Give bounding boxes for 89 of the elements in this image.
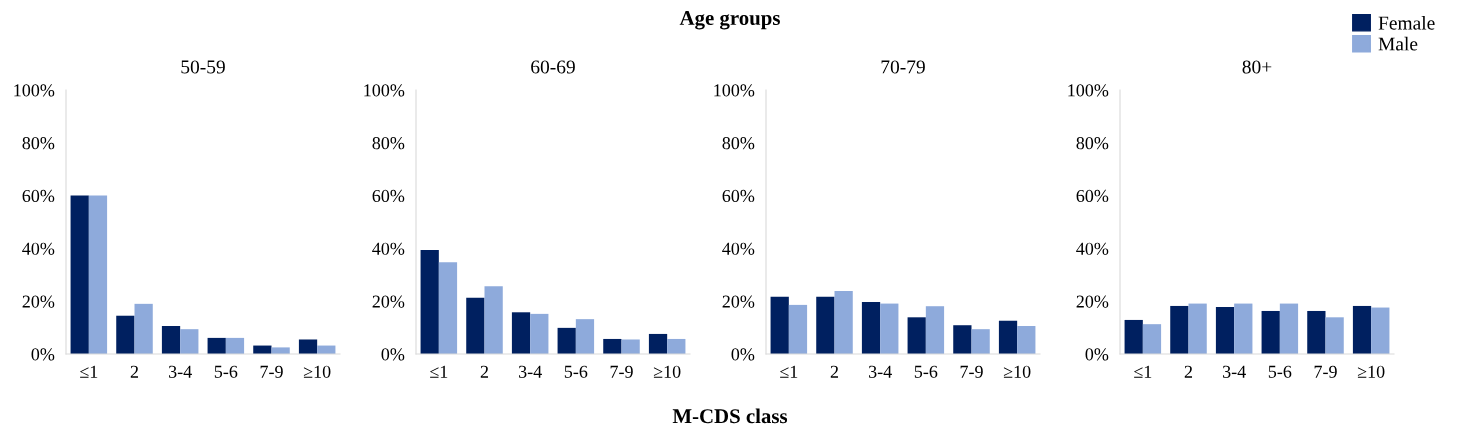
text: Age groups [679, 11, 780, 30]
bar [88, 195, 108, 354]
y-tick-label: 0% [731, 348, 755, 361]
bar [621, 339, 640, 354]
x-tick-label: ≥10 [1357, 365, 1385, 378]
bar [161, 326, 181, 354]
bar [298, 339, 318, 354]
x-tick-label: ≥10 [653, 365, 681, 378]
x-tick-label: 5-6 [214, 365, 238, 378]
x-tick-label: 2 [130, 365, 139, 378]
bar [1279, 303, 1299, 354]
x-tick-label: 7-9 [610, 365, 633, 378]
x-tick-label: 2 [1184, 365, 1193, 378]
bar [1352, 305, 1372, 354]
y-tick-label: 40% [1076, 242, 1109, 255]
bar [1215, 307, 1235, 354]
y-tick-label: 20% [1076, 295, 1109, 308]
x-tick-label: 3-4 [519, 365, 542, 378]
x-tick-label: ≥10 [1003, 365, 1031, 378]
x-tick-label: ≤1 [80, 365, 98, 378]
bar [1124, 319, 1143, 354]
bar [225, 337, 245, 354]
y-tick-label: 60% [22, 189, 55, 203]
bar [207, 337, 226, 354]
y-tick-label: 100% [1068, 84, 1109, 97]
x-tick-label: 3-4 [869, 365, 892, 378]
x-tick-label: 5-6 [564, 365, 588, 378]
y-tick-label: 80% [1076, 137, 1109, 150]
chart-title: 70-79 [881, 60, 925, 74]
x-tick-label: 3-4 [1223, 365, 1246, 378]
y-tick-label: 40% [372, 242, 405, 255]
y-tick-label: 40% [22, 242, 55, 255]
chart-title: 50-59 [181, 60, 225, 74]
bar [511, 312, 531, 354]
y-tick-label: 20% [372, 295, 405, 308]
y-tick-label: 80% [22, 137, 55, 150]
bar [438, 262, 458, 354]
x-tick-label: 5-6 [914, 365, 938, 378]
y-tick-label: 80% [372, 137, 405, 150]
bar [603, 338, 622, 354]
legend-label: Male [1378, 36, 1418, 51]
bar [484, 286, 503, 354]
x-tick-label: ≤1 [780, 365, 798, 378]
bar [575, 319, 595, 354]
bar [1142, 324, 1162, 354]
chart-title: 60-69 [531, 60, 575, 74]
x-tick-label: 7-9 [1314, 365, 1337, 378]
bar [420, 249, 439, 354]
y-tick-label: 20% [722, 295, 755, 308]
bar [1325, 317, 1344, 354]
bar [667, 338, 686, 354]
bar [70, 195, 89, 354]
bar [116, 315, 135, 354]
y-tick-label: 0% [1085, 348, 1109, 361]
bar [180, 329, 199, 354]
bar [1188, 303, 1207, 354]
bar [1307, 310, 1326, 354]
y-tick-label: 60% [372, 189, 405, 203]
bar [1261, 310, 1280, 354]
y-tick-label: 0% [381, 348, 405, 361]
y-tick-label: 100% [14, 84, 55, 97]
x-tick-label: 3-4 [169, 365, 192, 378]
y-tick-label: 0% [31, 348, 55, 361]
bar [134, 303, 153, 354]
bar [530, 313, 549, 354]
x-tick-label: 2 [480, 365, 489, 378]
x-tick-label: 5-6 [1268, 365, 1292, 378]
y-tick-label: 20% [22, 295, 55, 308]
y-tick-label: 40% [722, 242, 755, 255]
y-tick-label: 80% [722, 137, 755, 150]
x-tick-label: 7-9 [960, 365, 983, 378]
x-tick-label: ≤1 [430, 365, 448, 378]
y-tick-label: 60% [722, 189, 755, 203]
y-tick-label: 100% [714, 84, 755, 97]
y-tick-label: 100% [364, 84, 405, 97]
bar [648, 333, 668, 354]
x-tick-label: ≥10 [303, 365, 331, 378]
bar [1371, 307, 1390, 354]
x-tick-label: 2 [830, 365, 839, 378]
bar [1170, 305, 1189, 354]
x-tick-label: 7-9 [260, 365, 283, 378]
x-tick-label: ≤1 [1134, 365, 1152, 378]
legend-label: Female [1378, 16, 1435, 30]
bar [557, 327, 576, 354]
y-tick-label: 60% [1076, 189, 1109, 203]
bar [1234, 303, 1253, 354]
text: M-CDS class [672, 408, 788, 424]
chart-title: 80+ [1242, 60, 1272, 74]
bar [466, 297, 485, 354]
